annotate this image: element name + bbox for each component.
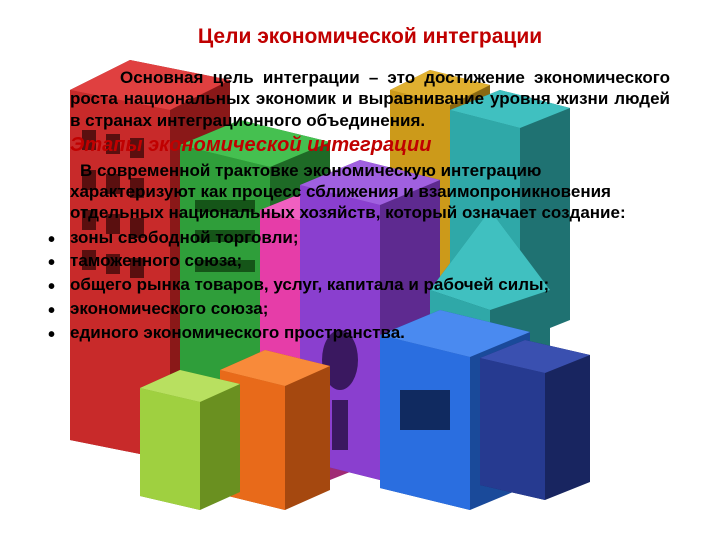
slide-title: Цели экономической интеграции xyxy=(70,25,670,49)
list-item: таможенного союза; xyxy=(70,249,670,273)
list-item: зоны свободной торговли; xyxy=(70,226,670,250)
text-content: Цели экономической интеграции Основная ц… xyxy=(0,0,720,540)
list-item: общего рынка товаров, услуг, капитала и … xyxy=(70,273,670,297)
list-item: экономического союза; xyxy=(70,297,670,321)
stages-intro: В современной трактовке экономическую ин… xyxy=(70,160,670,224)
bullet-list: зоны свободной торговли; таможенного сою… xyxy=(70,226,670,345)
main-paragraph: Основная цель интеграции – это достижени… xyxy=(70,67,670,131)
list-item: единого экономического пространства. xyxy=(70,321,670,345)
stages-heading: Этапы экономической интеграции xyxy=(70,133,670,158)
